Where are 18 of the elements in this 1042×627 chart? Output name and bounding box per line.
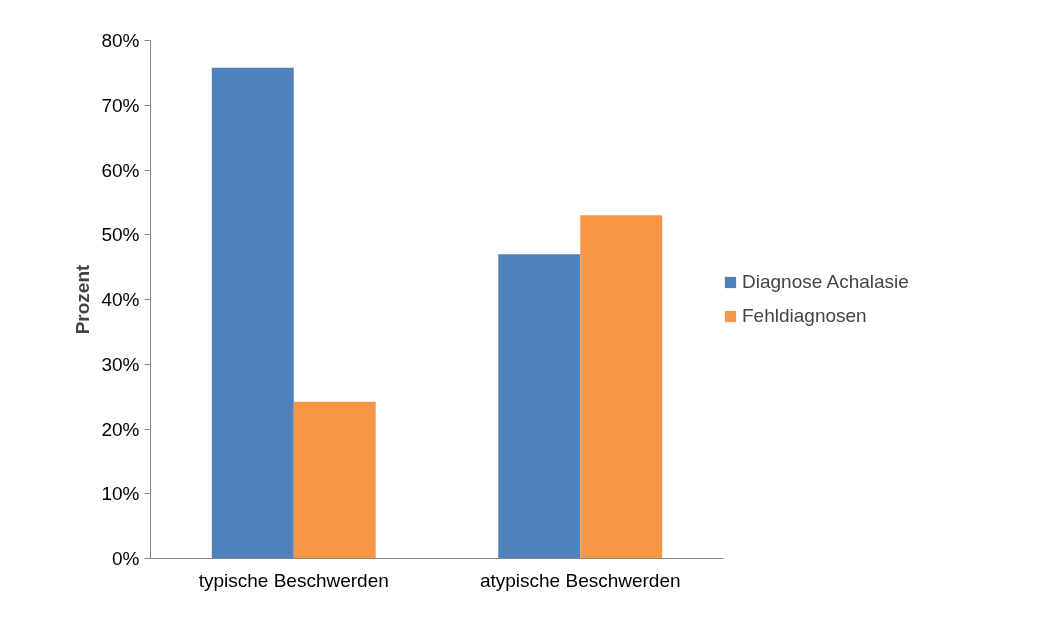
y-tick-label: 60% xyxy=(101,159,140,181)
bar xyxy=(580,215,663,559)
y-tick-label: 40% xyxy=(101,289,140,310)
bar xyxy=(211,67,294,559)
legend-label: Diagnose Achalasie xyxy=(742,271,909,293)
y-tick-label: 30% xyxy=(101,353,140,375)
x-tick-label: atypische Beschwerden xyxy=(479,569,681,591)
y-tick-label: 50% xyxy=(101,224,140,246)
y-tick-label: 10% xyxy=(101,483,140,505)
bar xyxy=(498,254,581,559)
y-tick-label: 0% xyxy=(112,548,140,569)
y-axis-title: Prozent xyxy=(72,263,94,335)
legend-label: Fehldiagnosen xyxy=(742,305,867,327)
y-tick-label: 80% xyxy=(101,30,140,51)
y-tick-label: 70% xyxy=(101,94,140,116)
bar xyxy=(293,401,376,559)
y-tick-label: 20% xyxy=(101,418,140,440)
x-tick-label: typische Beschwerden xyxy=(198,569,389,591)
